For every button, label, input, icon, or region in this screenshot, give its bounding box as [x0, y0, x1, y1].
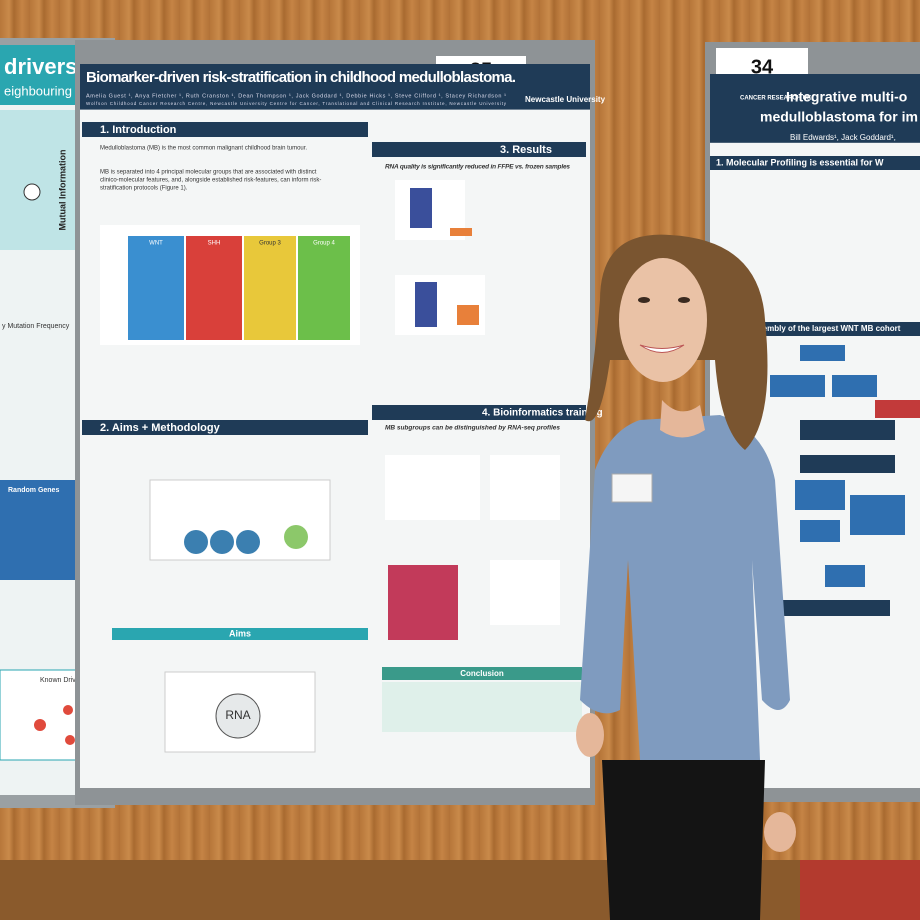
subgroup-panel	[244, 236, 296, 340]
dots	[450, 228, 472, 236]
flow-box	[800, 345, 845, 361]
section-header	[82, 420, 368, 435]
node	[34, 719, 46, 731]
dots	[410, 188, 432, 228]
icon	[236, 530, 260, 554]
hand	[764, 812, 796, 852]
subgroup-label: Group 3	[259, 241, 281, 247]
node	[65, 735, 75, 745]
node	[63, 705, 73, 715]
body-text: clinico-molecular features, and, alongsi…	[100, 178, 321, 184]
poster-header	[710, 74, 920, 143]
conclusion-box	[382, 682, 582, 732]
subgroup-label: SHH	[208, 241, 221, 247]
legend-title: y Mutation Frequency	[2, 323, 70, 330]
hand	[576, 713, 604, 757]
eye	[638, 297, 650, 303]
panel-label: Random Genes	[8, 487, 59, 494]
flow-box	[800, 455, 895, 473]
flow-box	[770, 375, 825, 397]
face	[619, 258, 707, 382]
flow-box	[850, 495, 905, 535]
result-heading: MB subgroups can be distinguished by RNA…	[385, 425, 560, 432]
poster-title: medulloblastoma for im	[760, 109, 918, 125]
poster-header	[0, 45, 82, 105]
flow-box	[800, 520, 840, 542]
red-object	[800, 860, 920, 920]
sub-header	[382, 667, 582, 680]
flow-box	[800, 420, 895, 440]
subgroup-panel	[128, 236, 184, 340]
icon	[284, 525, 308, 549]
diagram	[0, 110, 82, 250]
plot	[490, 560, 560, 625]
poster-number: 34	[751, 56, 774, 78]
dots	[457, 305, 479, 325]
name-badge	[611, 473, 653, 503]
icon	[210, 530, 234, 554]
neck	[660, 400, 705, 438]
section-title: 4. Bioinformatics training	[482, 408, 603, 419]
body-text: Medulloblastoma (MB) is the most common …	[100, 146, 307, 152]
scatter-figure	[385, 455, 480, 520]
dots	[415, 282, 437, 327]
result-heading: RNA quality is significantly reduced in …	[385, 164, 570, 171]
flow-box	[875, 400, 920, 418]
poster-authors: Amelia Guest ¹, Anya Fletcher ¹, Ruth Cr…	[86, 93, 506, 99]
flow-box	[825, 565, 865, 587]
section-title: 1. Molecular Profiling is essential for …	[716, 157, 884, 167]
smile	[639, 344, 685, 353]
diagram-label: RNA	[225, 708, 250, 722]
poster-affiliation: Wolfson Childhood Cancer Research Centre…	[86, 101, 507, 106]
poster-title: Biomarker-driven risk-stratification in …	[86, 69, 516, 86]
section-header	[372, 142, 586, 157]
section-header	[372, 405, 586, 420]
sub-header	[112, 628, 368, 640]
flow-box	[795, 480, 845, 510]
axis-label: Mutual Information	[57, 150, 67, 231]
institution: Newcastle University	[525, 95, 606, 104]
subgroup-panel	[298, 236, 350, 340]
poster-subtitle: eighbouring	[4, 83, 72, 98]
sub-title: Conclusion	[460, 669, 504, 678]
floor	[0, 860, 920, 920]
node	[23, 183, 41, 201]
subgroup-label: Group 4	[313, 241, 335, 247]
flow-box	[832, 375, 877, 397]
subgroup-panel	[186, 236, 242, 340]
flow-box	[780, 600, 890, 616]
eye	[678, 297, 690, 303]
poster-header	[80, 64, 590, 110]
icon	[215, 693, 261, 739]
subgroup-label: WNT	[149, 241, 163, 247]
trousers	[602, 760, 765, 920]
icon	[184, 530, 208, 554]
section-title: 3. Results	[500, 144, 552, 156]
poster-authors: Bill Edwards¹, Jack Goddard¹,	[790, 133, 896, 142]
section-title: 1. Introduction	[100, 124, 177, 136]
org-name: CANCER RESEARCH UK	[740, 96, 812, 102]
poster-title: drivers	[4, 54, 77, 79]
section-title: 2. Aims + Methodology	[100, 422, 221, 434]
section-header	[740, 322, 920, 336]
section-header	[710, 156, 920, 170]
section-header	[82, 122, 368, 137]
section-title: Assembly of the largest WNT MB cohort	[748, 324, 901, 333]
poster-title: Integrative multi-o	[786, 89, 907, 105]
sub-title: Aims	[229, 628, 251, 638]
body-text: MB is separated into 4 principal molecul…	[100, 170, 317, 176]
scatter-figure	[490, 455, 560, 520]
body-text: stratification protocols (Figure 1).	[100, 186, 188, 192]
heatmap	[388, 565, 458, 640]
